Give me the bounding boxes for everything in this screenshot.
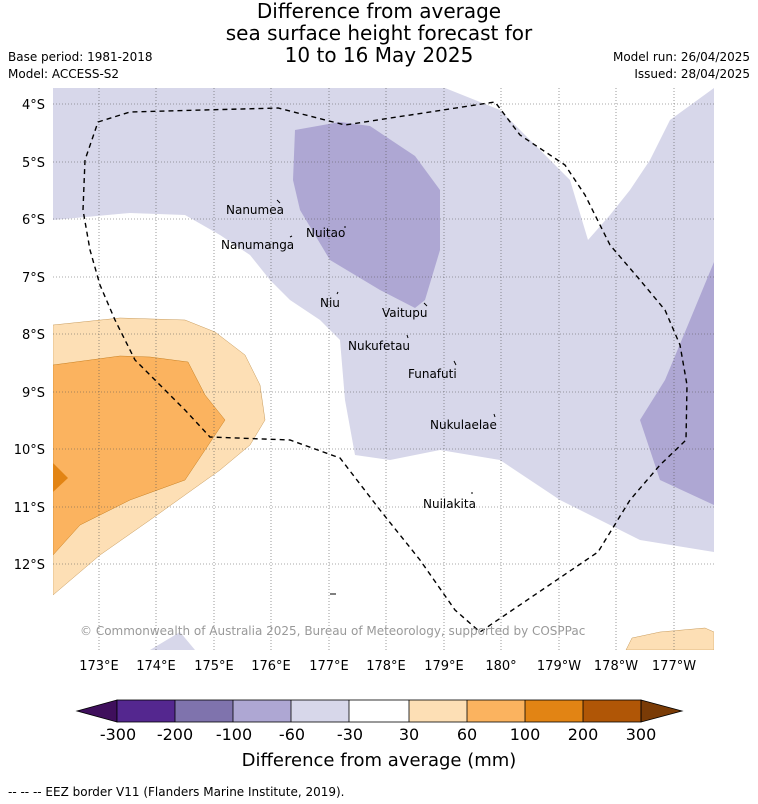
colorbar-tick-label: -60 bbox=[278, 725, 306, 744]
island-marker bbox=[276, 199, 281, 204]
island-label-nanumanga: Nanumanga bbox=[221, 238, 294, 252]
island-marker bbox=[453, 360, 457, 366]
island-label-niu: Niu bbox=[320, 296, 340, 310]
colorbar-bin bbox=[233, 700, 291, 722]
anomaly-zone-light-south bbox=[150, 632, 195, 650]
island-marker bbox=[493, 413, 496, 418]
lon-label: 179°W bbox=[537, 659, 581, 674]
meta-left: Base period: 1981-2018 Model: ACCESS-S2 bbox=[8, 49, 153, 83]
island-labels: Nanumea Nanumanga Nuitao Niu Vaitupu Nuk… bbox=[221, 203, 497, 511]
colorbar-extend-high bbox=[640, 699, 684, 723]
lon-label: 177°W bbox=[652, 659, 696, 674]
lon-label: 174°E bbox=[136, 659, 176, 674]
colorbar-extend-low bbox=[75, 699, 118, 723]
colorbar-tick-label: -300 bbox=[99, 725, 137, 744]
gridlines bbox=[53, 88, 714, 650]
title-line-2: sea surface height forecast for bbox=[225, 21, 533, 45]
anomaly-field bbox=[53, 88, 714, 650]
island-label-nukufetau: Nukufetau bbox=[348, 339, 410, 353]
colorbar-tick-label: -100 bbox=[215, 725, 253, 744]
lat-label: 11°S bbox=[14, 501, 45, 516]
lat-label: 5°S bbox=[22, 156, 45, 171]
island-marker bbox=[423, 302, 428, 307]
map-title: Difference from average sea surface heig… bbox=[0, 0, 758, 66]
island-marker bbox=[406, 334, 409, 339]
lat-label: 8°S bbox=[22, 328, 45, 343]
colorbar-bin bbox=[525, 700, 583, 722]
island-label-nukulaelae: Nukulaelae bbox=[430, 418, 497, 432]
meta-right: Model run: 26/04/2025 Issued: 28/04/2025 bbox=[613, 49, 750, 83]
colorbar-bin bbox=[349, 700, 409, 722]
island-marker bbox=[289, 235, 293, 238]
lat-label: 12°S bbox=[14, 558, 45, 573]
island-markers bbox=[276, 199, 496, 595]
copyright-notice: © Commonwealth of Australia 2025, Bureau… bbox=[80, 624, 586, 638]
colorbar-tick-label: 200 bbox=[567, 725, 599, 744]
anomaly-zone-light-positive-se bbox=[625, 627, 714, 650]
colorbar-dividers bbox=[174, 700, 584, 722]
longitude-axis: 173°E 174°E 175°E 176°E 177°E 178°E 179°… bbox=[79, 659, 696, 674]
lat-label: 6°S bbox=[22, 213, 45, 228]
colorbar-bin bbox=[409, 700, 467, 722]
title-line-3: 10 to 16 May 2025 bbox=[284, 43, 474, 67]
model-name: Model: ACCESS-S2 bbox=[8, 67, 120, 81]
lon-label: 176°E bbox=[251, 659, 291, 674]
anomaly-zone-medium-east bbox=[640, 262, 714, 505]
island-label-nanumea: Nanumea bbox=[226, 203, 284, 217]
lon-label: 173°E bbox=[79, 659, 119, 674]
anomaly-zone-medium-positive bbox=[53, 355, 226, 556]
anomaly-zone-medium-north bbox=[293, 122, 440, 308]
colorbar-bin bbox=[175, 700, 233, 722]
colorbar-tick-label: -200 bbox=[156, 725, 194, 744]
island-label-vaitupu: Vaitupu bbox=[382, 306, 428, 320]
issued-date: Issued: 28/04/2025 bbox=[634, 67, 750, 81]
colorbar-bin bbox=[291, 700, 349, 722]
colorbar-tick-label: -30 bbox=[336, 725, 364, 744]
colorbar-title: Difference from average (mm) bbox=[241, 750, 517, 771]
lon-label: 177°E bbox=[309, 659, 349, 674]
colorbar-tick-label: 30 bbox=[398, 725, 420, 744]
lat-label: 9°S bbox=[22, 386, 45, 401]
lon-label: 175°E bbox=[194, 659, 234, 674]
title-line-1: Difference from average bbox=[256, 0, 502, 23]
colorbar-tick-label: 60 bbox=[456, 725, 478, 744]
colorbar-tick-label: 300 bbox=[625, 725, 657, 744]
anomaly-zone-light-negative bbox=[53, 88, 714, 552]
island-label-funafuti: Funafuti bbox=[408, 367, 457, 381]
island-label-nuitao: Nuitao bbox=[306, 226, 345, 240]
island-label-nuilakita: Nuilakita bbox=[423, 497, 476, 511]
lon-label: 179°E bbox=[424, 659, 464, 674]
island-marker bbox=[336, 291, 339, 295]
colorbar-bin bbox=[467, 700, 525, 722]
anomaly-zone-strong-positive bbox=[53, 463, 68, 492]
eez-border bbox=[82, 101, 688, 633]
lat-label: 4°S bbox=[22, 98, 45, 113]
colorbar-tick-label: 100 bbox=[509, 725, 541, 744]
base-period: Base period: 1981-2018 bbox=[8, 50, 153, 64]
colorbar-frame bbox=[116, 699, 642, 723]
lon-label: 180° bbox=[485, 659, 516, 674]
colorbar bbox=[75, 699, 684, 723]
lon-label: 178°W bbox=[594, 659, 638, 674]
colorbar-bin bbox=[117, 700, 175, 722]
eez-legend-note: -- -- -- EEZ border V11 (Flanders Marine… bbox=[8, 785, 345, 799]
lat-label: 7°S bbox=[22, 271, 45, 286]
colorbar-bin bbox=[583, 700, 641, 722]
model-run: Model run: 26/04/2025 bbox=[612, 50, 750, 64]
latitude-axis: 4°S 5°S 6°S 7°S 8°S 9°S 10°S 11°S 12°S bbox=[14, 98, 45, 573]
lat-label: 10°S bbox=[14, 443, 45, 458]
lon-label: 178°E bbox=[366, 659, 406, 674]
